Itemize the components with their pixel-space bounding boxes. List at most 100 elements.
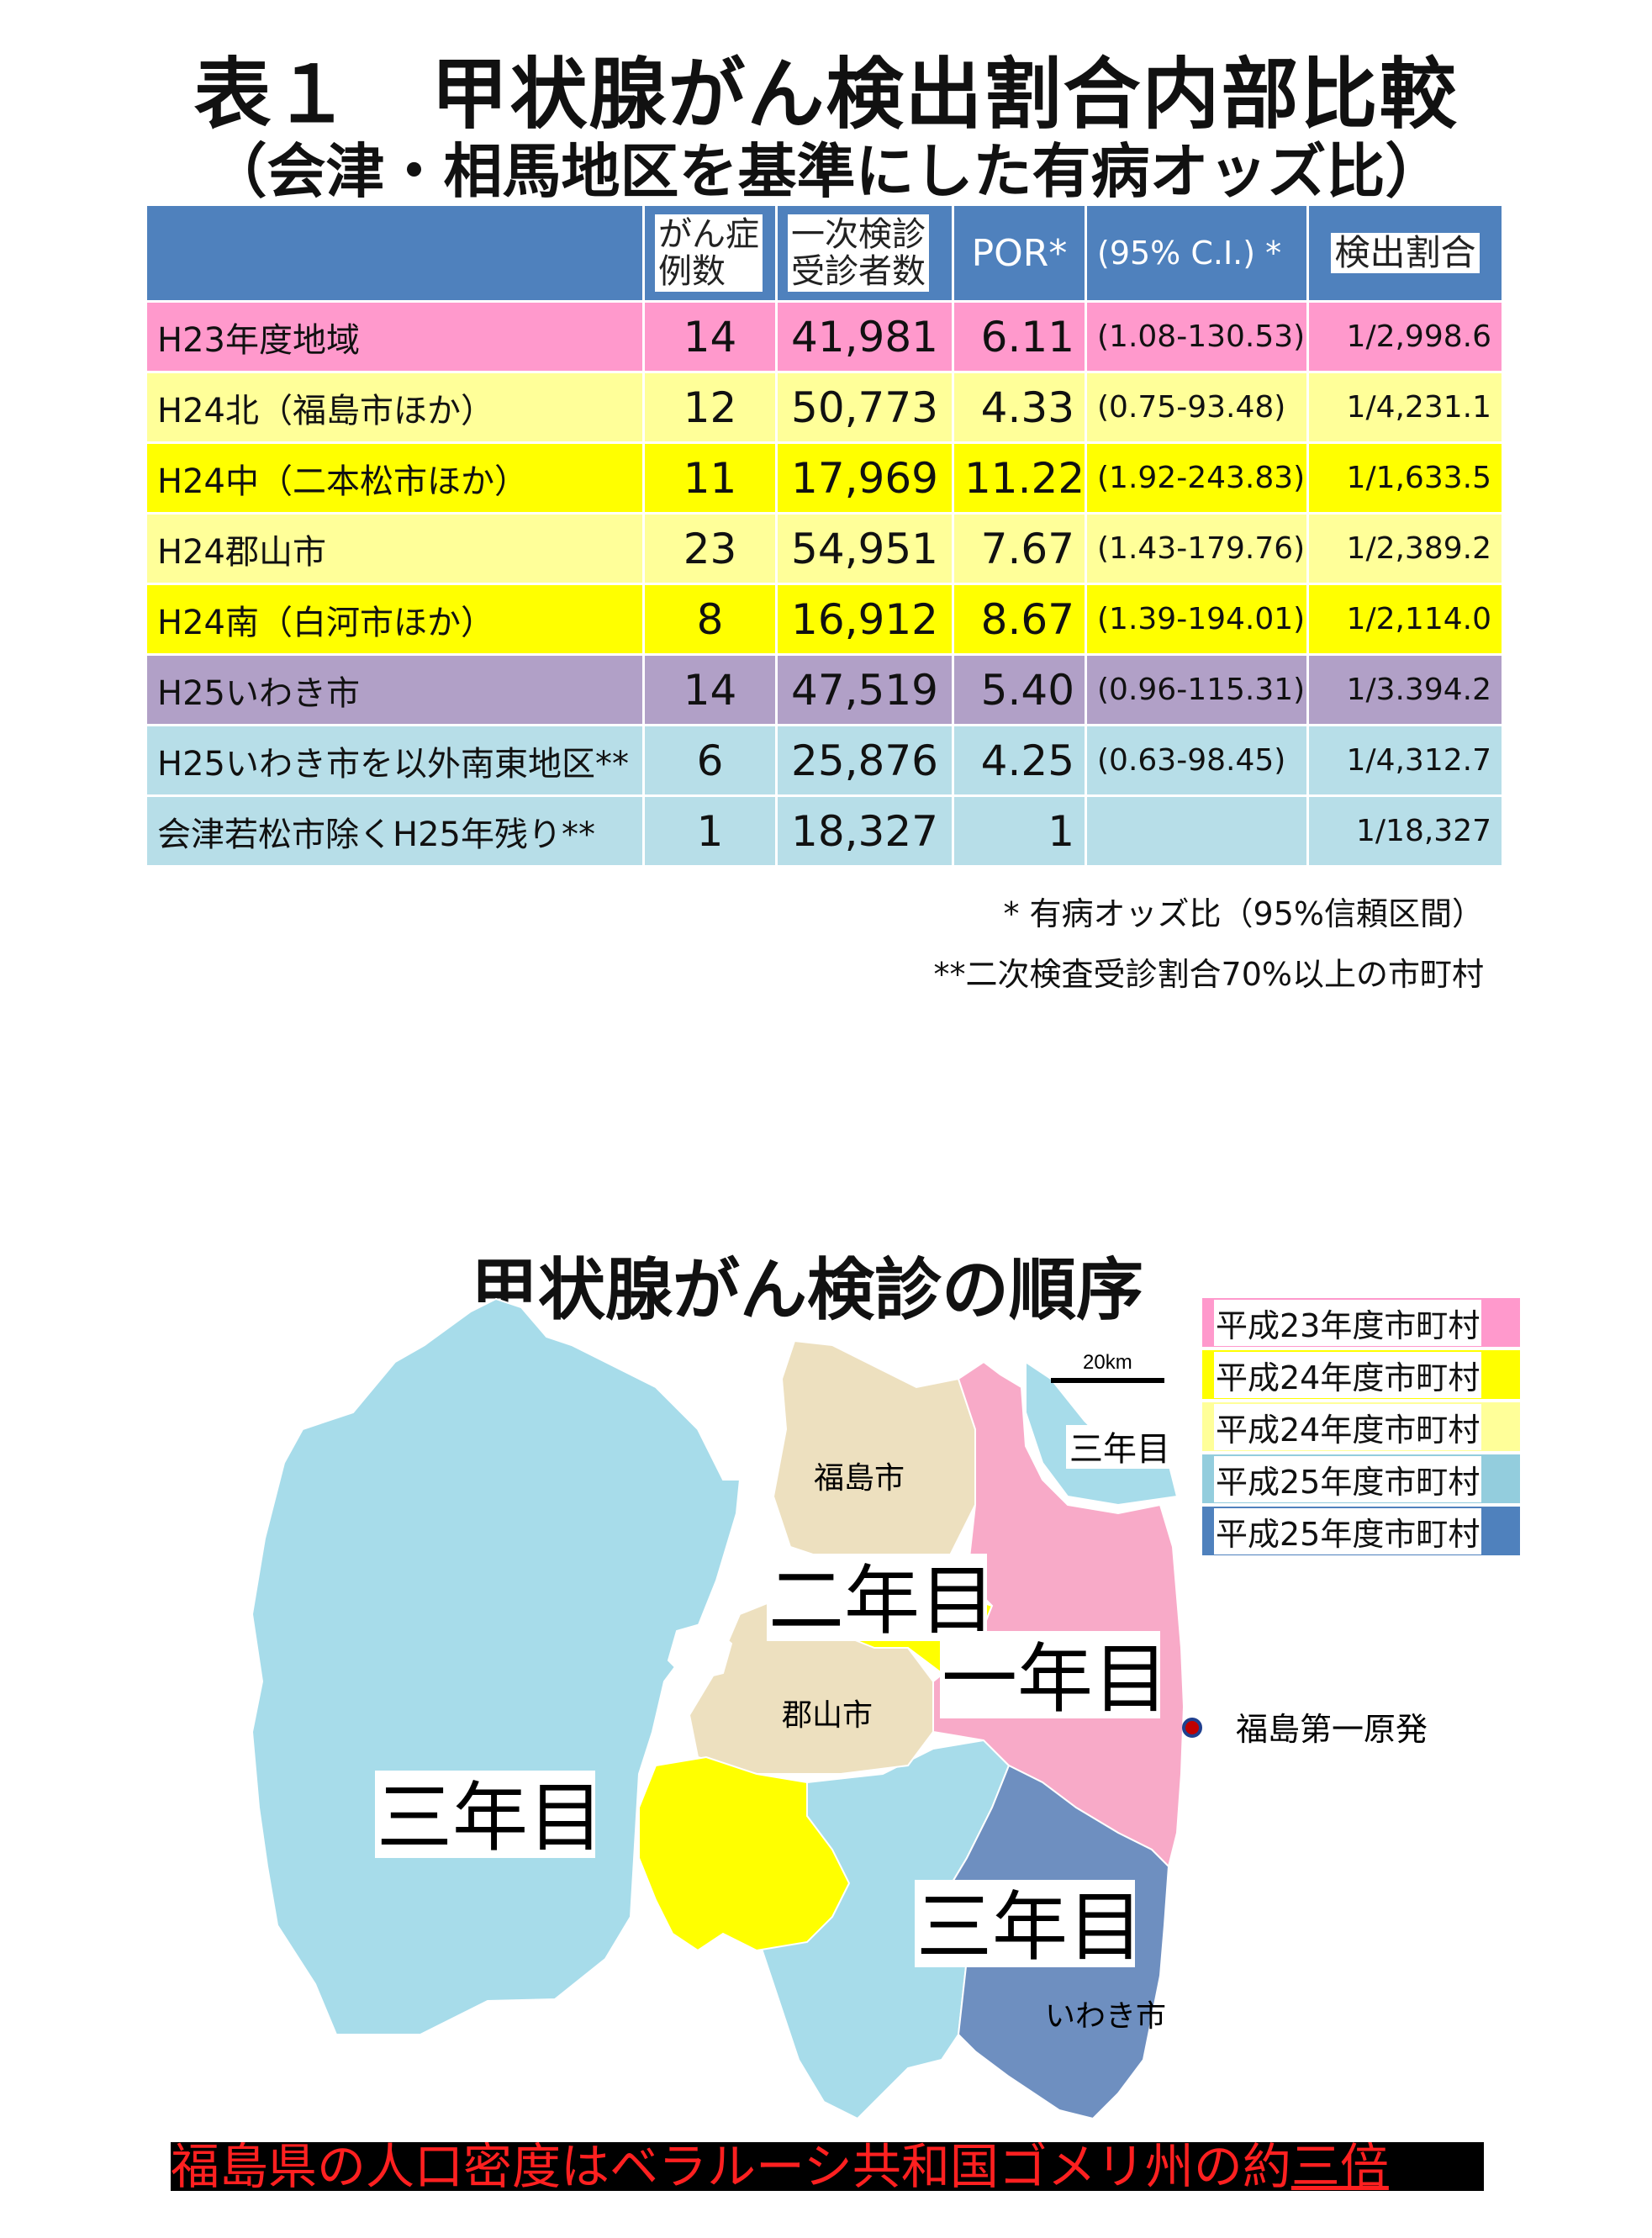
table-row: H25いわき市 14 47,519 5.40 (0.96-115.31) 1/3.394.… [145,653,1504,726]
legend-item: 平成24年度市町村 [1202,1402,1520,1451]
footnote-second-exam: **二次検査受診割合70%以上の市町村 [933,956,1484,993]
table-row: H23年度地域 14 41,981 6.11 (1.08-130.53) 1/2,998.… [145,300,1504,373]
table-row: H25いわき市を以外南東地区** 6 25,876 4.25 (0.63-98.45) 1… [145,724,1504,797]
row-cases: 23 [642,512,778,585]
row-cases: 8 [642,583,778,656]
footnote-por: * 有病オッズ比（95%信頼区間） [1003,895,1484,932]
row-ci: (1.39-194.01) [1085,583,1309,656]
row-ci: (0.96-115.31) [1085,653,1309,726]
row-por: 11.22 [952,441,1087,515]
label-year3-west: 三年目 [377,1774,604,1862]
legend-label: 平成24年度市町村 [1214,1403,1482,1450]
map-region-aizu [251,1297,742,2035]
legend-item: 平成25年度市町村 [1202,1454,1520,1503]
por-table: がん症 例数 一次検診 受診者数 POR* (95% C.I.) * 検出割合 … [145,203,1504,868]
label-plant: 福島第一原発 [1236,1711,1428,1748]
row-rate: 1/2,114.0 [1306,583,1504,656]
row-region: H24南（白河市ほか） [145,583,645,656]
row-cases: 12 [642,371,778,444]
header-ci: (95% C.I.) * [1085,203,1309,303]
legend-item: 平成25年度市町村 [1202,1507,1520,1555]
map-region-shirakawa [638,1755,851,1952]
row-cases: 6 [642,724,778,797]
row-screened: 17,969 [775,441,954,515]
row-region: H25いわき市 [145,653,645,726]
footer-text: 福島県の人口密度はベラルーシ共和国ゴメリ州の約 [171,2142,1291,2191]
header-cases: がん症 例数 [655,214,763,292]
footer-emphasis: 三倍 [1290,2142,1389,2191]
row-screened: 54,951 [775,512,954,585]
row-por: 6.11 [952,300,1087,373]
table-row: H24中（二本松市ほか） 11 17,969 11.22 (1.92-243.83) 1/… [145,441,1504,515]
row-screened: 41,981 [775,300,954,373]
row-rate: 1/3.394.2 [1306,653,1504,726]
row-ci: (1.08-130.53) [1085,300,1309,373]
row-cases: 1 [642,794,778,868]
page-title: 表１ 甲状腺がん検出割合内部比較 [193,50,1459,140]
row-ci [1085,794,1309,868]
header-rate: 検出割合 [1331,233,1480,273]
row-ci: (1.43-179.76) [1085,512,1309,585]
row-cases: 14 [642,300,778,373]
row-rate: 1/18,327 [1306,794,1504,868]
legend-item: 平成23年度市町村 [1202,1298,1520,1347]
scale-label: 20km [1083,1351,1132,1374]
table-row: 会津若松市除くH25年残り** 1 18,327 1 1/18,327 [145,794,1504,868]
table-row: H24郡山市 23 54,951 7.67 (1.43-179.76) 1/2,389.2 [145,512,1504,585]
row-screened: 25,876 [775,724,954,797]
legend-label: 平成25年度市町村 [1214,1455,1482,1502]
label-year2: 二年目 [768,1557,995,1645]
legend-label: 平成25年度市町村 [1214,1507,1482,1554]
row-screened: 18,327 [775,794,954,868]
row-rate: 1/2,389.2 [1306,512,1504,585]
plant-marker-icon [1182,1718,1202,1738]
table-row: H24南（白河市ほか） 8 16,912 8.67 (1.39-194.01) 1/2,1… [145,583,1504,656]
legend-item: 平成24年度市町村 [1202,1350,1520,1399]
label-fukushima-city: 福島市 [814,1461,905,1496]
row-region: H24郡山市 [145,512,645,585]
row-ci: (1.92-243.83) [1085,441,1309,515]
label-iwaki-city: いわき市 [1045,1999,1166,2034]
row-region: H24北（福島市ほか） [145,371,645,444]
table-header-row: がん症 例数 一次検診 受診者数 POR* (95% C.I.) * 検出割合 [145,203,1504,303]
legend-label: 平成23年度市町村 [1214,1299,1482,1346]
label-koriyama-city: 郡山市 [782,1698,873,1733]
map-legend: 平成23年度市町村 平成24年度市町村 平成24年度市町村 平成25年度市町村 平成25… [1202,1298,1520,1559]
row-region: H25いわき市を以外南東地区** [145,724,645,797]
header-por: POR* [952,203,1087,303]
header-screened: 一次検診 受診者数 [788,214,929,292]
map-region-soma [1025,1360,1179,1507]
row-screened: 16,912 [775,583,954,656]
table-row: H24北（福島市ほか） 12 50,773 4.33 (0.75-93.48) 1/4,2… [145,371,1504,444]
page-subtitle: （会津・相馬地区を基準にした有病オッズ比） [208,137,1444,206]
row-region: 会津若松市除くH25年残り** [145,794,645,868]
label-year3-north: 三年目 [1069,1430,1170,1469]
row-por: 4.25 [952,724,1087,797]
row-cases: 11 [642,441,778,515]
row-cases: 14 [642,653,778,726]
row-por: 4.33 [952,371,1087,444]
row-por: 8.67 [952,583,1087,656]
row-por: 1 [952,794,1087,868]
row-por: 7.67 [952,512,1087,585]
map-island-inawashiro [667,1621,733,1683]
label-year3-south: 三年目 [916,1883,1143,1971]
row-rate: 1/2,998.6 [1306,300,1504,373]
label-year1: 一年目 [942,1635,1169,1723]
row-rate: 1/4,231.1 [1306,371,1504,444]
header-region [145,203,645,303]
row-screened: 47,519 [775,653,954,726]
row-rate: 1/1,633.5 [1306,441,1504,515]
legend-label: 平成24年度市町村 [1214,1351,1482,1398]
row-region: H24中（二本松市ほか） [145,441,645,515]
map-title: 甲状腺がん検診の順序 [471,1251,1143,1329]
map-region-fukushima [772,1339,976,1574]
row-ci: (0.63-98.45) [1085,724,1309,797]
row-rate: 1/4,312.7 [1306,724,1504,797]
row-screened: 50,773 [775,371,954,444]
row-ci: (0.75-93.48) [1085,371,1309,444]
row-region: H23年度地域 [145,300,645,373]
row-por: 5.40 [952,653,1087,726]
footer-banner: 福島県の人口密度はベラルーシ共和国ゴメリ州の約三倍 [171,2142,1484,2191]
